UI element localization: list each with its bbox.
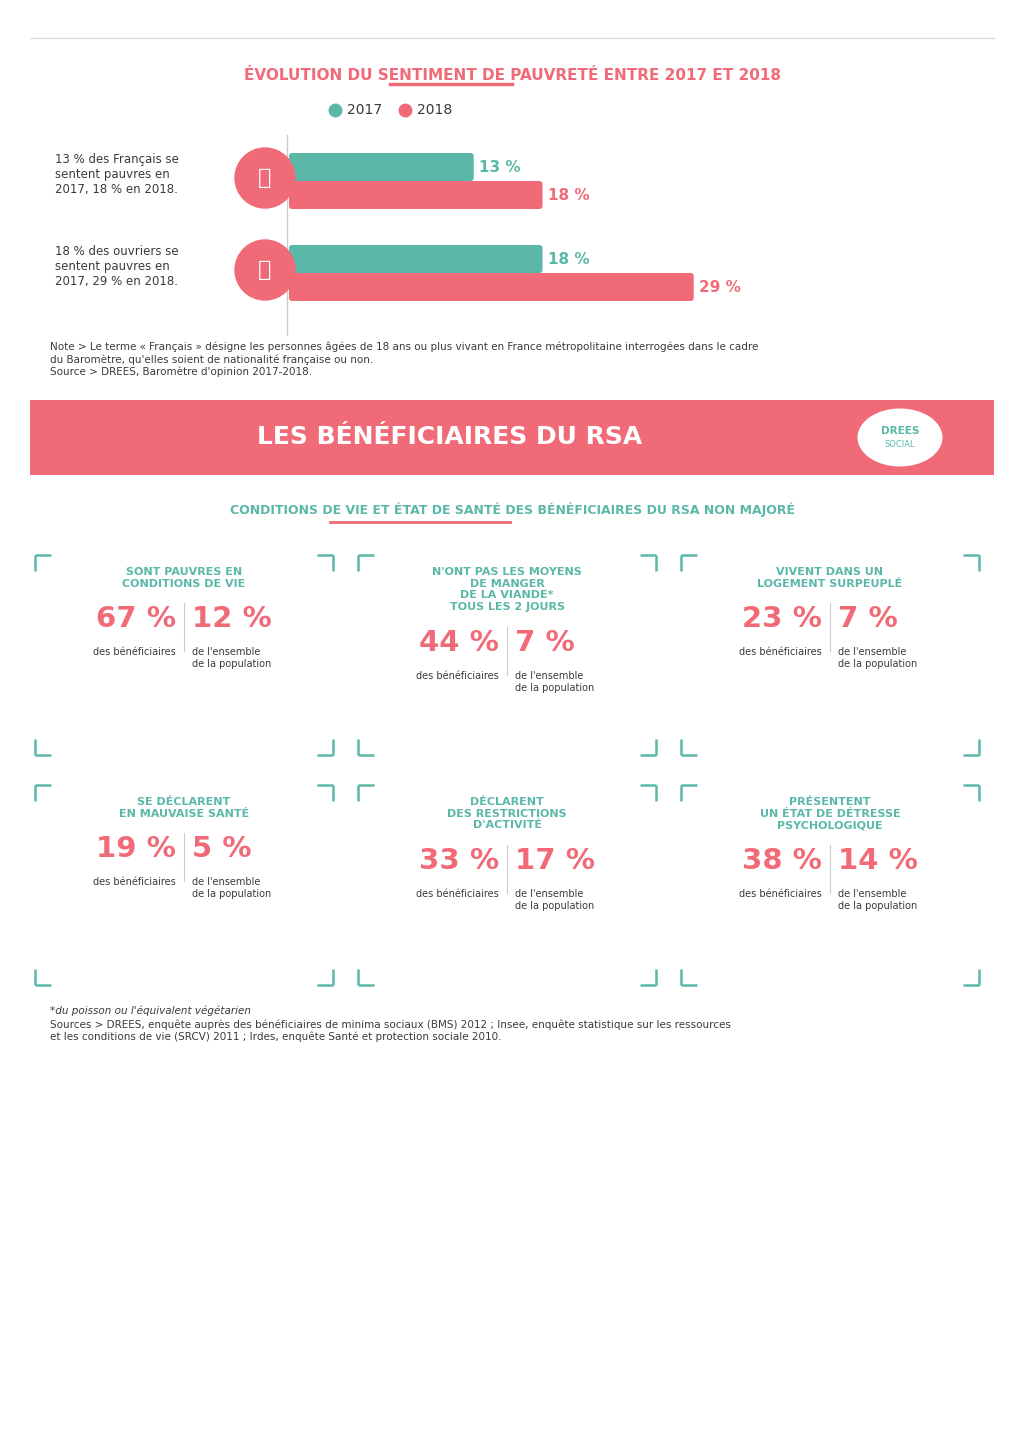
Text: ÉVOLUTION DU SENTIMENT DE PAUVRETÉ ENTRE 2017 ET 2018: ÉVOLUTION DU SENTIMENT DE PAUVRETÉ ENTRE…: [244, 68, 780, 83]
Text: 2017: 2017: [347, 103, 382, 117]
Circle shape: [234, 240, 295, 300]
FancyBboxPatch shape: [289, 153, 474, 181]
Text: des bénéficiaires: des bénéficiaires: [93, 877, 176, 888]
Text: N'ONT PAS LES MOYENS
DE MANGER
DE LA VIANDE*
TOUS LES 2 JOURS: N'ONT PAS LES MOYENS DE MANGER DE LA VIA…: [432, 568, 582, 613]
Text: VIVENT DANS UN
LOGEMENT SURPEUPLÉ: VIVENT DANS UN LOGEMENT SURPEUPLÉ: [758, 568, 902, 588]
Text: 18 % des ouvriers se
sentent pauvres en
2017, 29 % en 2018.: 18 % des ouvriers se sentent pauvres en …: [55, 245, 178, 288]
Text: des bénéficiaires: des bénéficiaires: [416, 670, 499, 681]
Text: 13 %: 13 %: [479, 159, 520, 175]
Text: de l'ensemble
de la population: de l'ensemble de la population: [515, 670, 594, 692]
Circle shape: [234, 148, 295, 209]
Text: SOCIAL: SOCIAL: [885, 440, 915, 449]
Text: 18 %: 18 %: [548, 252, 589, 266]
Text: 29 %: 29 %: [698, 279, 740, 294]
Text: Sources > DREES, enquête auprès des bénéficiaires de minima sociaux (BMS) 2012 ;: Sources > DREES, enquête auprès des béné…: [50, 1019, 731, 1041]
FancyBboxPatch shape: [289, 245, 543, 274]
Text: 👥: 👥: [258, 168, 271, 188]
Text: 33 %: 33 %: [419, 847, 499, 875]
Text: de l'ensemble
de la population: de l'ensemble de la population: [515, 889, 594, 911]
Text: 18 %: 18 %: [548, 187, 589, 203]
Text: DREES: DREES: [881, 427, 920, 436]
Text: des bénéficiaires: des bénéficiaires: [739, 647, 822, 657]
Text: SONT PAUVRES EN
CONDITIONS DE VIE: SONT PAUVRES EN CONDITIONS DE VIE: [123, 568, 246, 588]
Text: de l'ensemble
de la population: de l'ensemble de la population: [193, 647, 271, 669]
Text: 14 %: 14 %: [838, 847, 918, 875]
Text: *du poisson ou l'équivalent végétarien: *du poisson ou l'équivalent végétarien: [50, 1005, 251, 1015]
Text: 7 %: 7 %: [838, 605, 898, 633]
Text: 13 % des Français se
sentent pauvres en
2017, 18 % en 2018.: 13 % des Français se sentent pauvres en …: [55, 153, 179, 195]
Text: de l'ensemble
de la population: de l'ensemble de la population: [838, 889, 918, 911]
Text: 7 %: 7 %: [515, 628, 574, 657]
Text: 5 %: 5 %: [193, 835, 252, 863]
FancyBboxPatch shape: [30, 400, 994, 475]
Text: Note > Le terme « Français » désigne les personnes âgées de 18 ans ou plus vivan: Note > Le terme « Français » désigne les…: [50, 342, 759, 376]
FancyBboxPatch shape: [289, 274, 693, 301]
Text: PRÉSENTENT
UN ÉTAT DE DÉTRESSE
PSYCHOLOGIQUE: PRÉSENTENT UN ÉTAT DE DÉTRESSE PSYCHOLOG…: [760, 796, 900, 830]
Text: SE DÉCLARENT
EN MAUVAISE SANTÉ: SE DÉCLARENT EN MAUVAISE SANTÉ: [119, 796, 249, 818]
Ellipse shape: [857, 408, 942, 466]
FancyBboxPatch shape: [289, 181, 543, 209]
Text: ⛑: ⛑: [258, 261, 271, 279]
Text: des bénéficiaires: des bénéficiaires: [416, 889, 499, 899]
Text: DÉCLARENT
DES RESTRICTIONS
D'ACTIVITÉ: DÉCLARENT DES RESTRICTIONS D'ACTIVITÉ: [447, 796, 567, 830]
Text: 67 %: 67 %: [96, 605, 176, 633]
Text: 2018: 2018: [417, 103, 453, 117]
Text: de l'ensemble
de la population: de l'ensemble de la population: [838, 647, 918, 669]
Text: des bénéficiaires: des bénéficiaires: [739, 889, 822, 899]
Text: LES BÉNÉFICIAIRES DU RSA: LES BÉNÉFICIAIRES DU RSA: [257, 426, 643, 449]
Text: 38 %: 38 %: [742, 847, 822, 875]
Text: de l'ensemble
de la population: de l'ensemble de la population: [193, 877, 271, 899]
Text: 23 %: 23 %: [742, 605, 822, 633]
Text: 44 %: 44 %: [419, 628, 499, 657]
Text: 17 %: 17 %: [515, 847, 595, 875]
Text: 19 %: 19 %: [96, 835, 176, 863]
Text: des bénéficiaires: des bénéficiaires: [93, 647, 176, 657]
Text: 12 %: 12 %: [193, 605, 271, 633]
Text: CONDITIONS DE VIE ET ÉTAT DE SANTÉ DES BÉNÉFICIAIRES DU RSA NON MAJORÉ: CONDITIONS DE VIE ET ÉTAT DE SANTÉ DES B…: [229, 502, 795, 517]
